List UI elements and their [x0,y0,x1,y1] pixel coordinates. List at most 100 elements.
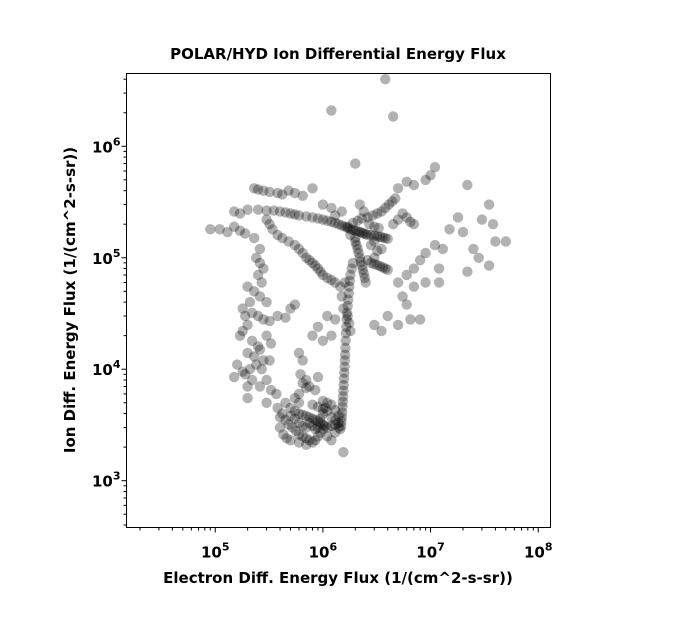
data-point [344,281,355,292]
data-point [310,423,321,435]
data-point [312,321,324,332]
data-point [345,229,356,241]
data-point [301,252,312,263]
data-point [320,402,331,414]
data-point [293,408,305,419]
data-point [301,410,312,422]
data-point [317,408,329,419]
data-point [337,396,348,407]
data-point [365,257,377,269]
data-point [289,187,301,199]
data-point [343,294,354,305]
data-point [330,404,341,416]
data-point [408,281,420,292]
data-point [322,422,333,433]
data-point [312,401,324,412]
data-point [358,228,369,239]
data-point [265,384,277,396]
data-point [310,414,321,426]
data-point [339,367,350,378]
data-point [283,419,294,430]
data-point [234,330,246,341]
x-axis-label: Electron Diff. Energy Flux (1/(cm^2-s-sr… [163,569,513,587]
data-point [340,342,351,354]
data-point [261,205,272,216]
data-point [380,263,391,274]
data-point [261,397,272,408]
data-point [293,210,305,221]
data-point [326,202,337,214]
data-point [242,319,253,331]
data-point [312,263,324,274]
data-point [307,437,318,448]
data-point [317,423,329,435]
data-point [322,406,333,417]
data-point [344,275,355,287]
data-point [297,409,308,420]
data-point [369,221,380,232]
tick-label: 104 [92,358,121,379]
chart-title: POLAR/HYD Ion Differential Energy Flux [170,45,506,63]
data-point [372,259,383,271]
data-point [420,174,431,186]
data-point [304,417,315,429]
data-point [293,388,305,400]
data-point [312,371,324,383]
data-point [339,221,351,232]
data-point [310,384,321,396]
data-point [330,427,341,438]
data-point [252,341,264,352]
data-point [401,299,412,310]
data-point [355,256,366,267]
data-point [301,433,312,444]
data-point [289,209,301,220]
data-point [338,385,349,396]
data-point [274,412,286,423]
data-point [307,257,318,269]
data-point [326,330,337,341]
tick-label: 105 [201,541,230,562]
data-point [277,408,288,419]
data-point [342,221,353,232]
data-point [372,231,383,242]
data-point [205,224,216,235]
data-point [408,179,420,191]
data-point [352,226,363,237]
data-point [337,401,348,412]
data-point [452,212,464,223]
data-point [353,247,364,259]
data-point [476,214,488,225]
data-point [240,369,251,380]
data-point [261,296,272,308]
data-point [444,224,455,235]
data-point [337,391,349,402]
data-point [392,277,404,288]
data-point [356,260,367,271]
data-point [405,314,416,325]
data-point [356,213,367,224]
data-point [346,263,357,274]
data-point [261,330,272,341]
data-point [414,255,426,266]
data-point [358,206,369,217]
data-point [317,269,329,281]
data-point [280,397,291,408]
data-point [333,219,344,230]
data-point [376,325,387,337]
data-point [297,431,308,442]
tick-label: 106 [92,135,121,156]
data-point [437,243,448,255]
data-point [326,435,337,446]
data-point [256,364,267,375]
data-point [301,374,312,386]
data-point [264,186,275,198]
data-point [362,255,373,266]
data-point [310,435,321,446]
data-point [322,431,333,442]
data-point [242,347,253,359]
data-point [312,422,324,433]
data-point [254,381,266,392]
data-point [347,257,359,269]
data-point [338,303,349,314]
